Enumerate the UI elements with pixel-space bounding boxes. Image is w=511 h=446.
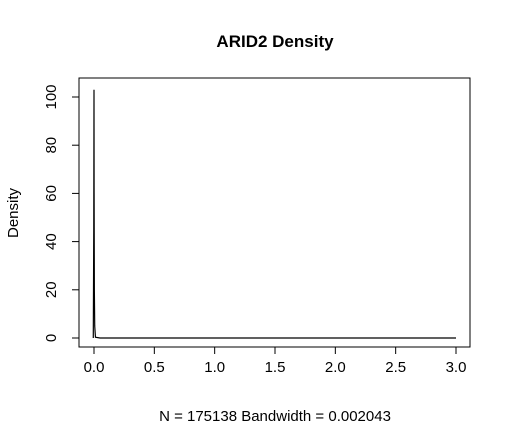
y-tick-label: 40 xyxy=(43,233,60,250)
y-axis: 0 20 40 60 80 100 xyxy=(43,84,80,342)
x-tick-label: 0.5 xyxy=(144,359,165,376)
x-axis: 0.0 0.5 1.0 1.5 2.0 2.5 3.0 xyxy=(84,346,467,376)
plot-box xyxy=(78,77,471,348)
x-tick-label: 0.0 xyxy=(84,359,105,376)
y-tick-label: 20 xyxy=(43,281,60,298)
chart-title: ARID2 Density xyxy=(216,32,334,51)
x-axis-label: N = 175138 Bandwidth = 0.002043 xyxy=(159,408,391,425)
x-tick-label: 2.5 xyxy=(385,359,406,376)
density-line xyxy=(92,89,456,339)
y-tick-label: 80 xyxy=(43,137,60,154)
y-tick-label: 0 xyxy=(43,334,60,342)
y-tick-label: 60 xyxy=(43,185,60,202)
x-tick-label: 2.0 xyxy=(325,359,346,376)
x-tick-label: 3.0 xyxy=(446,359,467,376)
x-tick-label: 1.5 xyxy=(265,359,286,376)
y-tick-label: 100 xyxy=(43,84,60,109)
y-axis-label: Density xyxy=(5,187,22,238)
x-tick-label: 1.0 xyxy=(204,359,225,376)
